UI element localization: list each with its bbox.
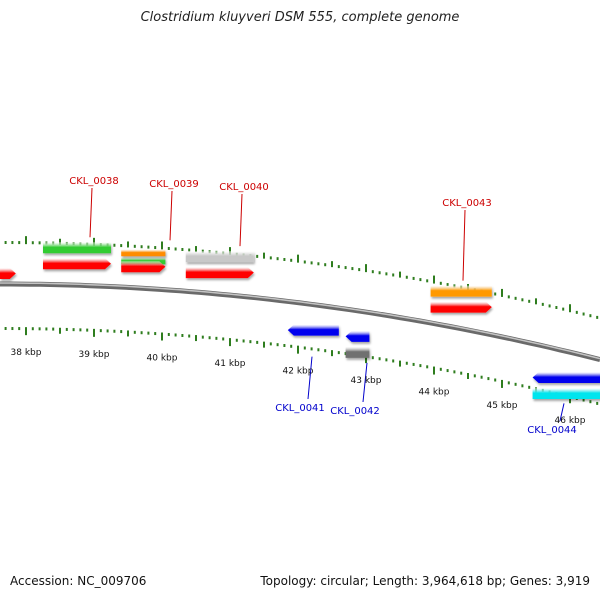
scale-label: 40 kbp xyxy=(147,354,178,364)
gene-features xyxy=(0,242,600,400)
scale-label: 45 kbp xyxy=(487,401,518,411)
label-leader-line xyxy=(239,193,243,247)
genome-summary-text: Topology: circular; Length: 3,964,618 bp… xyxy=(260,574,590,588)
map-title: Clostridium kluyveri DSM 555, complete g… xyxy=(140,10,460,25)
cds-bar xyxy=(430,285,492,297)
gene-label: CKL_0039 xyxy=(149,179,199,190)
gene-label: CKL_0041 xyxy=(275,403,325,414)
cds-bar xyxy=(43,242,111,254)
gene-bar xyxy=(287,324,339,336)
backbone-line xyxy=(0,281,600,363)
label-leader-line xyxy=(307,356,313,400)
label-leader-line xyxy=(89,187,93,238)
scale-label: 41 kbp xyxy=(215,359,246,369)
gene-bar xyxy=(121,261,166,273)
cds-bar xyxy=(121,249,166,257)
genome-backbone xyxy=(0,281,600,363)
scale-label: 42 kbp xyxy=(283,367,314,377)
backbone-highlight xyxy=(0,282,600,360)
label-leader-line xyxy=(362,362,368,403)
gene-label: CKL_0044 xyxy=(527,425,577,436)
cds-bar xyxy=(185,251,254,263)
scale-label: 44 kbp xyxy=(419,388,450,398)
gene-bar xyxy=(532,372,600,384)
gene-label: CKL_0040 xyxy=(219,182,269,193)
label-leader-line xyxy=(559,403,565,422)
gene-labels: CKL_0038 CKL_0039 CKL_0040 CKL_0041 CKL_0042… xyxy=(69,176,577,436)
label-leader-line xyxy=(169,190,173,241)
gene-label: CKL_0042 xyxy=(330,406,380,417)
gene-bar xyxy=(345,330,370,342)
label-leader-line xyxy=(462,209,466,281)
scale-label: 39 kbp xyxy=(79,350,110,360)
scale-labels: 38 kbp 39 kbp 40 kbp 41 kbp 42 kbp 43 kbp 44 k… xyxy=(11,348,586,426)
gene-bar xyxy=(0,268,16,280)
cds-bar xyxy=(532,388,600,400)
scale-label: 38 kbp xyxy=(11,348,42,358)
cds-bar xyxy=(345,346,370,358)
accession-text: Accession: NC_009706 xyxy=(10,574,147,588)
gene-bar xyxy=(185,267,254,279)
scale-label: 46 kbp xyxy=(555,416,586,426)
gene-label: CKL_0038 xyxy=(69,176,119,187)
gene-bar xyxy=(43,258,111,270)
gene-bar xyxy=(430,301,492,313)
scale-label: 43 kbp xyxy=(351,376,382,386)
gene-label: CKL_0043 xyxy=(442,198,492,209)
